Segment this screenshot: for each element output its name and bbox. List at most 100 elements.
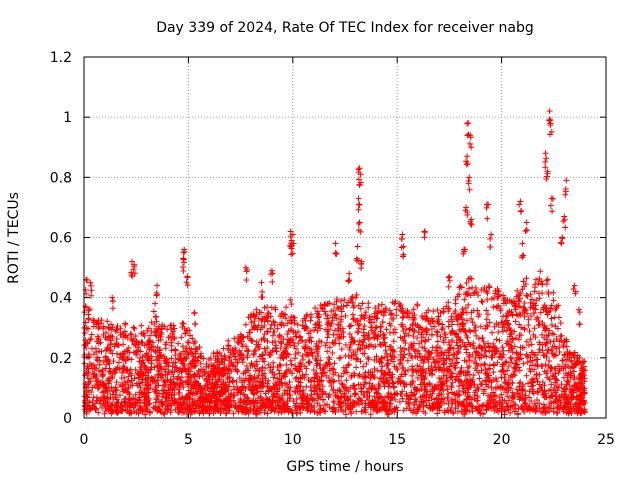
data-point — [546, 108, 553, 115]
data-point — [143, 350, 150, 357]
data-point — [446, 363, 453, 370]
data-point — [212, 381, 219, 388]
data-point — [409, 366, 416, 373]
data-point — [555, 369, 562, 376]
data-point — [308, 391, 315, 398]
data-point — [268, 321, 275, 328]
data-point — [352, 390, 359, 397]
data-point — [250, 390, 257, 397]
data-point — [360, 392, 367, 399]
data-point — [365, 300, 372, 307]
data-point — [387, 322, 394, 329]
data-point — [445, 323, 452, 330]
data-point — [485, 392, 492, 399]
data-point — [288, 319, 295, 326]
data-point — [125, 373, 132, 380]
data-point — [308, 404, 315, 411]
data-point — [153, 380, 160, 387]
data-point — [176, 384, 183, 391]
data-point — [559, 357, 566, 364]
data-point — [219, 358, 226, 365]
data-point — [487, 235, 494, 242]
data-point — [539, 387, 546, 394]
data-point — [120, 356, 127, 363]
data-point — [426, 370, 433, 377]
data-point — [415, 368, 422, 375]
data-point — [557, 333, 564, 340]
data-point — [230, 351, 237, 358]
data-point — [154, 282, 161, 289]
data-point — [485, 377, 492, 384]
data-point — [525, 342, 532, 349]
data-point — [484, 374, 491, 381]
data-point — [166, 369, 173, 376]
data-point — [473, 360, 480, 367]
data-point — [100, 359, 107, 366]
y-axis-label: ROTI / TECUs — [6, 192, 22, 284]
data-point — [461, 296, 468, 303]
data-point — [503, 400, 510, 407]
data-point — [502, 407, 509, 414]
data-point — [283, 368, 290, 375]
data-point — [399, 354, 406, 361]
data-point — [324, 321, 331, 328]
data-point — [315, 352, 322, 359]
data-point — [193, 382, 200, 389]
data-point — [156, 347, 163, 354]
data-point — [291, 343, 298, 350]
data-point — [549, 372, 556, 379]
data-point — [496, 337, 503, 344]
x-tick-label: 0 — [80, 432, 89, 448]
data-point — [107, 334, 114, 341]
data-point — [292, 404, 299, 411]
data-point — [513, 293, 520, 300]
data-point — [481, 343, 488, 350]
data-point — [451, 352, 458, 359]
data-point — [356, 346, 363, 353]
data-point — [311, 374, 318, 381]
data-point — [190, 385, 197, 392]
data-point — [356, 182, 363, 189]
data-point — [96, 397, 103, 404]
data-point — [285, 336, 292, 343]
data-point — [334, 296, 341, 303]
data-point — [202, 387, 209, 394]
data-point — [524, 354, 531, 361]
data-point — [282, 407, 289, 414]
data-point — [576, 354, 583, 361]
data-point — [321, 407, 328, 414]
data-point — [137, 368, 144, 375]
data-point — [120, 367, 127, 374]
data-point — [195, 354, 202, 361]
data-point — [490, 361, 497, 368]
data-point — [210, 392, 217, 399]
data-point — [525, 404, 532, 411]
data-point — [348, 295, 355, 302]
data-point — [274, 325, 281, 332]
data-point — [231, 335, 238, 342]
data-point — [419, 329, 426, 336]
data-point — [545, 288, 552, 295]
data-point — [483, 371, 490, 378]
data-point — [373, 390, 380, 397]
data-point — [388, 356, 395, 363]
data-point — [383, 326, 390, 333]
data-point — [518, 332, 525, 339]
data-point — [128, 271, 135, 278]
data-point — [478, 351, 485, 358]
data-point — [269, 278, 276, 285]
data-point — [342, 312, 349, 319]
data-point — [133, 338, 140, 345]
data-point — [376, 383, 383, 390]
data-point — [287, 342, 294, 349]
data-point — [295, 349, 302, 356]
data-point — [303, 313, 310, 320]
data-point — [139, 357, 146, 364]
data-point — [177, 365, 184, 372]
data-point — [130, 324, 137, 331]
data-point — [157, 336, 164, 343]
data-point — [96, 324, 103, 331]
data-point — [161, 382, 168, 389]
data-point — [278, 319, 285, 326]
data-point — [109, 297, 116, 304]
